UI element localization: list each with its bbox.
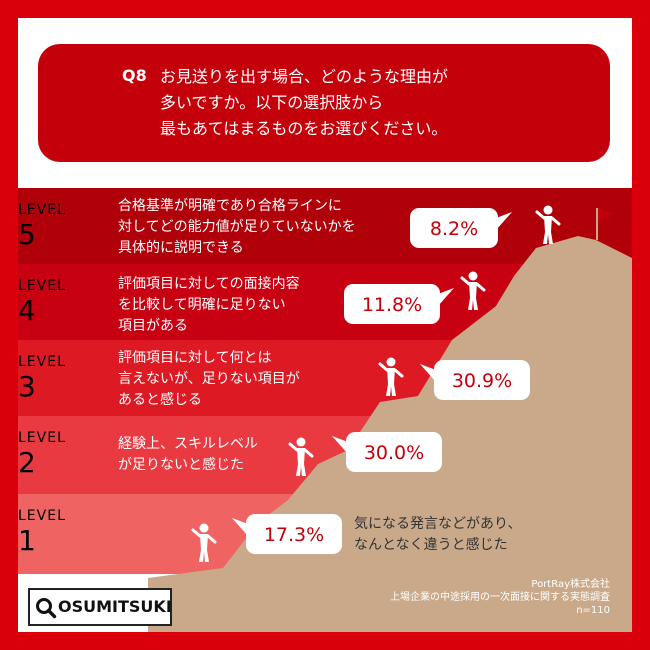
source-line: PortRay株式会社 [531, 579, 610, 590]
mountain-graphic: 8.2% 11.8% 30.9% 30.0% 17.3% [148, 205, 632, 632]
reason-line: あると感じる [118, 392, 202, 408]
level-number: 4 [18, 294, 36, 327]
level-reason: 経験上、スキルレベル が足りないと感じた [118, 434, 258, 476]
person-arm [460, 276, 471, 286]
question-line: 多いですか。以下の選択肢から [160, 93, 384, 112]
level-word: LEVEL [18, 202, 66, 218]
source-line: 上場企業の中途採用の一次面接に関する実態調査 [390, 592, 610, 603]
value-bubble [246, 514, 342, 554]
person-icon [543, 216, 553, 244]
bubble-tail [232, 518, 248, 536]
value-bubble [410, 208, 498, 248]
panel: LEVEL 5 合格基準が明確であり合格ラインに 対してどの能力値が足りていないかを具… [18, 18, 632, 632]
reason-line: 合格基準が明確であり合格ラインに [118, 198, 342, 214]
question-line: お見送りを出す場合、どのような理由が [160, 67, 449, 86]
person-arm [303, 448, 314, 458]
magnifier-icon [36, 598, 57, 619]
person-head [543, 205, 553, 215]
value-bubble [344, 284, 440, 324]
bubble-tail [420, 364, 436, 382]
reason-line: 言えないが、足りない項目が [118, 371, 300, 387]
reason-line: 項目がある [118, 318, 188, 334]
value-label: 8.2% [430, 218, 478, 240]
reason-line: 対してどの能力値が足りていないかを [118, 219, 356, 235]
reason-line: を比較して明確に足りない [118, 297, 286, 313]
reason-line: 評価項目に対しての面接内容 [118, 276, 300, 292]
person-head [468, 271, 478, 281]
question-number: Q8 [122, 66, 147, 85]
person-icon [386, 368, 396, 396]
source-note: PortRay株式会社 上場企業の中途採用の一次面接に関する実態調査 n=110 [390, 578, 610, 617]
person-arm [550, 216, 561, 226]
reason-line: 評価項目に対して何とは [118, 350, 272, 366]
level-number: 1 [18, 524, 36, 557]
reason-line: 具体的に説明できる [118, 240, 244, 256]
level-word: LEVEL [18, 430, 66, 446]
logo-text: OSUMITSUKI [58, 597, 172, 616]
person-arm [393, 368, 404, 378]
level1-reason: 気になる発言などがあり、 なんとなく違うと感じた [354, 514, 521, 556]
bubble-tail [496, 212, 512, 230]
value-bubble [434, 360, 530, 400]
person-icon [468, 282, 478, 310]
level-word: LEVEL [18, 278, 66, 294]
reason-line: 経験上、スキルレベル [118, 436, 258, 452]
value-label: 17.3% [264, 524, 324, 546]
person-arm [191, 528, 202, 538]
value-bubble [346, 432, 442, 472]
person-icon [296, 448, 306, 476]
person-arm [288, 442, 299, 452]
question-text: お見送りを出す場合、どのような理由が 多いですか。以下の選択肢から 最もあてはま… [160, 64, 590, 142]
level-number: 5 [18, 218, 36, 251]
source-line: n=110 [576, 605, 610, 616]
person-head [296, 437, 306, 447]
reason-line: なんとなく違うと感じた [354, 537, 508, 553]
person-head [199, 523, 209, 533]
level-band-5: LEVEL 5 [18, 188, 632, 264]
person-arm [475, 282, 486, 292]
person-arm [535, 210, 546, 220]
person-arm [378, 362, 389, 372]
person-arm [206, 534, 217, 544]
level-number: 3 [18, 370, 36, 403]
level-reason: 評価項目に対して何とは言えないが、足りない項目が あると感じる [118, 348, 300, 411]
bubble-tail [438, 288, 454, 306]
question-box: Q8 お見送りを出す場合、どのような理由が 多いですか。以下の選択肢から 最もあ… [38, 44, 610, 162]
level-reason: 合格基準が明確であり合格ラインに 対してどの能力値が足りていないかを 具体的に説明で… [118, 196, 356, 259]
level-word: LEVEL [18, 354, 66, 370]
question-line: 最もあてはまるものをお選びください。 [160, 119, 448, 138]
osumitsuki-logo: OSUMITSUKI [28, 588, 172, 626]
person-head [386, 357, 396, 367]
value-label: 30.0% [364, 442, 424, 464]
level-word: LEVEL [18, 508, 66, 524]
value-label: 30.9% [452, 370, 512, 392]
level-reason: 評価項目に対しての面接内容 を比較して明確に足りない 項目がある [118, 274, 300, 337]
flag-icon [598, 208, 614, 220]
bubble-tail [332, 436, 348, 454]
reason-line: 気になる発言などがあり、 [354, 516, 522, 532]
level-number: 2 [18, 446, 36, 479]
reason-line: が足りないと感じた [118, 457, 244, 473]
person-icon [199, 534, 209, 562]
value-label: 11.8% [362, 294, 422, 316]
